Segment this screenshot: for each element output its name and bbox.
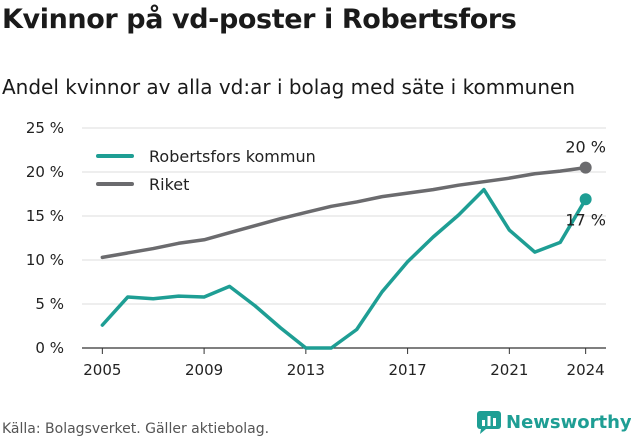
- x-tick-label: 2005: [83, 361, 121, 379]
- chart-title: Kvinnor på vd-poster i Robertsfors: [2, 4, 517, 35]
- y-tick-label: 20 %: [26, 163, 64, 181]
- series-lines: 20 % 17 %: [100, 138, 606, 350]
- chart-subtitle: Andel kvinnor av alla vd:ar i bolag med …: [2, 75, 575, 99]
- newsworthy-logo-icon: [477, 411, 501, 434]
- x-tick-label: 2021: [490, 361, 528, 379]
- end-point-robertsfors: [579, 193, 592, 206]
- y-tick-label: 10 %: [26, 251, 64, 269]
- end-label-riket: 20 %: [565, 138, 606, 157]
- x-tick-label: 2017: [388, 361, 426, 379]
- legend-label: Riket: [149, 175, 189, 194]
- x-tick-label: 2024: [567, 361, 605, 379]
- y-axis-ticks: 0 % 5 % 10 % 15 % 20 % 25 %: [26, 119, 64, 357]
- series-line-robertsfors: [100, 187, 588, 350]
- source-note: Källa: Bolagsverket. Gäller aktiebolag.: [2, 421, 270, 437]
- brand-name: Newsworthy: [506, 411, 631, 433]
- x-axis-ticks: 2005 2009 2013 2017 2021 2024: [83, 348, 605, 379]
- brand-logo[interactable]: Newsworthy: [476, 410, 631, 434]
- x-tick-label: 2013: [287, 361, 325, 379]
- y-tick-label: 5 %: [35, 295, 64, 313]
- legend: Robertsfors kommun Riket: [96, 147, 316, 194]
- legend-label: Robertsfors kommun: [149, 147, 316, 166]
- grid-lines: [82, 127, 606, 349]
- y-tick-label: 25 %: [26, 119, 64, 137]
- y-tick-label: 0 %: [35, 339, 64, 357]
- end-label-robertsfors: 17 %: [565, 210, 606, 229]
- end-point-riket: [579, 161, 592, 174]
- x-tick-label: 2009: [185, 361, 223, 379]
- y-tick-label: 15 %: [26, 207, 64, 225]
- series-line-riket: [100, 165, 588, 260]
